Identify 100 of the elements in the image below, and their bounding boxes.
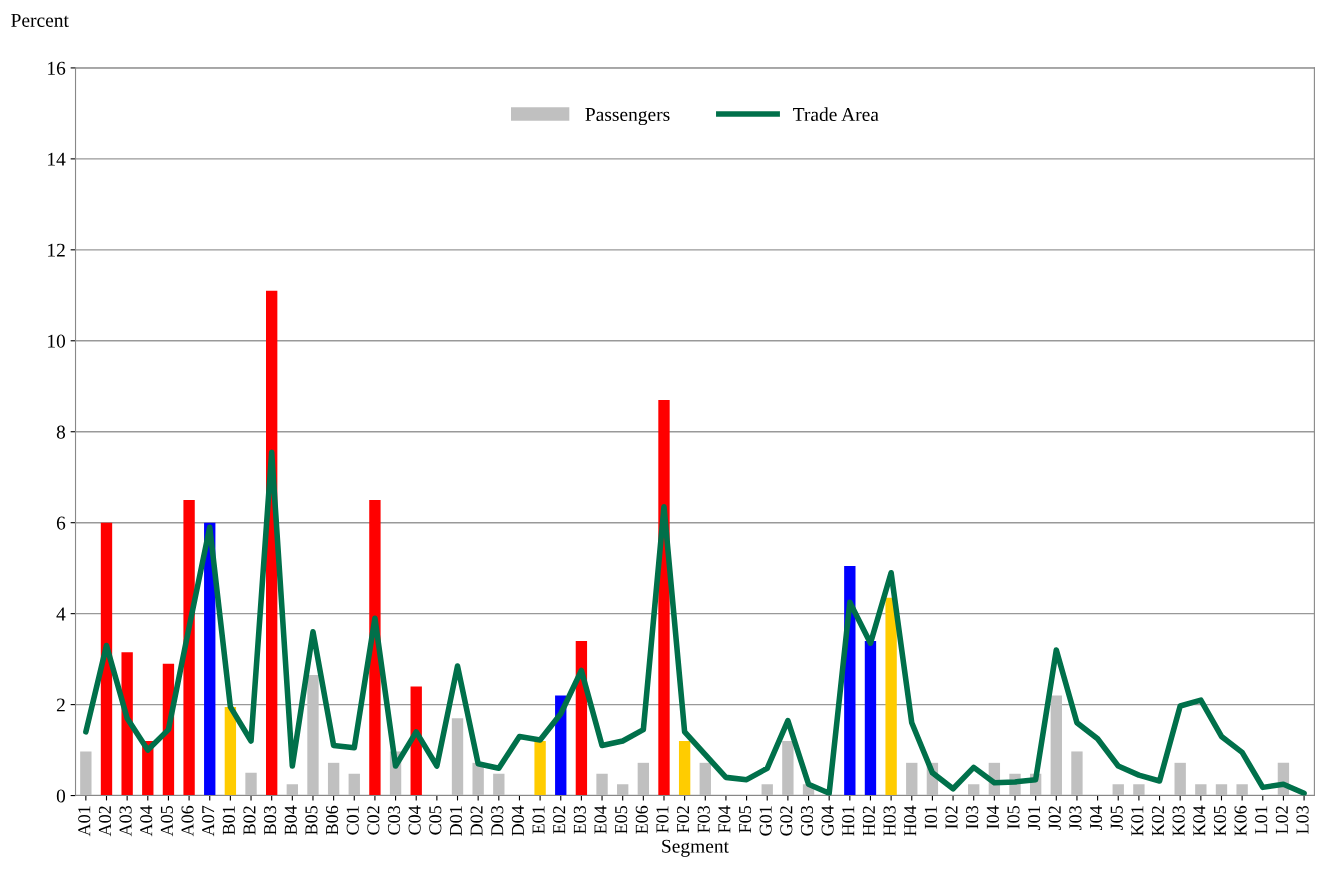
- x-tick-label: G02: [780, 806, 793, 836]
- x-tick-label: A01: [78, 806, 91, 837]
- x-tick-label: H03: [883, 805, 896, 836]
- x-tick-label: B02: [243, 806, 256, 835]
- x-tick-label: J02: [1048, 806, 1061, 830]
- x-tick-label: L03: [1296, 805, 1309, 834]
- y-tick-label: 0: [56, 789, 66, 803]
- x-tick-label: G03: [800, 805, 814, 836]
- bar: [1174, 762, 1186, 796]
- x-tick-label: D03: [491, 805, 504, 836]
- x-tick-label: L02: [1275, 806, 1288, 834]
- x-tick-label: K01: [1131, 806, 1144, 836]
- x-tick-label: H04: [904, 805, 917, 836]
- x-tick-label: G01: [759, 806, 772, 836]
- x-tick-label: J05: [1110, 805, 1123, 830]
- bar: [906, 762, 918, 796]
- x-tick-label: E04: [594, 805, 607, 834]
- bar: [596, 773, 608, 796]
- x-tick-label: E06: [635, 805, 648, 834]
- x-tick-label: J01: [1027, 806, 1041, 830]
- y-tick-label: 16: [48, 61, 66, 75]
- bar: [968, 784, 980, 796]
- bar: [1071, 751, 1083, 796]
- x-tick-label: A04: [140, 805, 153, 837]
- x-tick-label: E01: [532, 806, 545, 834]
- x-tick-label: L01: [1255, 806, 1268, 834]
- bar: [348, 773, 360, 796]
- x-tick-label: A03: [119, 805, 132, 837]
- x-tick-label: C02: [367, 806, 380, 835]
- x-tick-label: K02: [1151, 806, 1165, 836]
- bar: [80, 751, 92, 796]
- bar: [224, 706, 237, 796]
- x-tick-label: D04: [511, 805, 524, 836]
- x-tick-label: A07: [202, 805, 215, 837]
- x-tick-label: B04: [284, 805, 297, 835]
- x-axis-title: Segment: [662, 839, 729, 857]
- x-tick-label: I01: [924, 806, 937, 829]
- x-tick-label: C05: [429, 805, 442, 835]
- x-tick-label: I02: [945, 806, 958, 829]
- bar: [286, 784, 299, 796]
- bar: [327, 762, 340, 796]
- bar: [493, 773, 505, 796]
- bar: [534, 740, 546, 796]
- x-tick-label: B01: [222, 806, 235, 835]
- x-tick-label: A02: [98, 806, 112, 837]
- y-tick-label: 4: [56, 607, 66, 621]
- x-tick-label: I04: [986, 805, 999, 829]
- x-tick-label: F02: [676, 806, 690, 833]
- bar: [761, 784, 773, 796]
- y-tick-label: 6: [56, 516, 66, 530]
- bar: [699, 762, 711, 796]
- x-tick-label: F05: [738, 805, 752, 833]
- legend-label: Trade Area: [793, 107, 879, 122]
- x-tick-label: F03: [697, 805, 710, 833]
- bar: [451, 718, 464, 796]
- y-tick-label: 2: [56, 698, 65, 712]
- bar: [245, 772, 257, 796]
- x-tick-label: K06: [1234, 805, 1247, 836]
- bar: [472, 762, 484, 796]
- bar: [1133, 784, 1145, 796]
- bar: [678, 740, 691, 796]
- y-tick-label: 8: [56, 425, 66, 439]
- x-tick-label: E05: [615, 805, 628, 834]
- x-tick-label: J03: [1069, 805, 1082, 830]
- x-tick-label: K04: [1193, 805, 1206, 836]
- x-tick-label: D01: [449, 806, 463, 836]
- bar: [637, 762, 650, 796]
- x-tick-label: C03: [387, 805, 401, 835]
- x-tick-label: F04: [718, 805, 731, 833]
- bar: [1215, 784, 1228, 796]
- bar: [1195, 784, 1207, 796]
- x-tick-label: E03: [573, 805, 586, 834]
- bar: [1236, 784, 1248, 796]
- x-tick-label: E02: [553, 806, 566, 834]
- x-tick-label: B03: [264, 805, 277, 835]
- bar: [1112, 784, 1124, 796]
- x-tick-label: A06: [181, 805, 194, 837]
- bar: [183, 499, 195, 796]
- x-tick-label: K03: [1172, 805, 1185, 836]
- x-tick-label: D02: [470, 806, 483, 836]
- x-tick-label: H01: [842, 806, 855, 836]
- x-tick-label: B05: [305, 805, 318, 835]
- bar: [307, 675, 319, 796]
- x-tick-label: K05: [1213, 805, 1226, 836]
- x-tick-label: B06: [325, 805, 339, 835]
- y-tick-label: 12: [48, 243, 65, 257]
- x-tick-label: A05: [160, 805, 173, 837]
- bar: [864, 640, 877, 796]
- bar: [782, 740, 794, 796]
- bar: [885, 597, 897, 796]
- x-tick-label: I03: [966, 805, 979, 829]
- x-tick-label: J04: [1089, 805, 1103, 830]
- bar: [617, 784, 629, 796]
- y-axis-title: Percent: [11, 13, 69, 27]
- x-tick-label: C04: [408, 805, 421, 835]
- x-tick-label: F01: [656, 806, 669, 833]
- y-tick-label: 14: [48, 152, 66, 166]
- x-tick-label: I05: [1007, 805, 1020, 829]
- x-tick-label: C01: [346, 806, 359, 835]
- y-tick-label: 10: [48, 334, 66, 348]
